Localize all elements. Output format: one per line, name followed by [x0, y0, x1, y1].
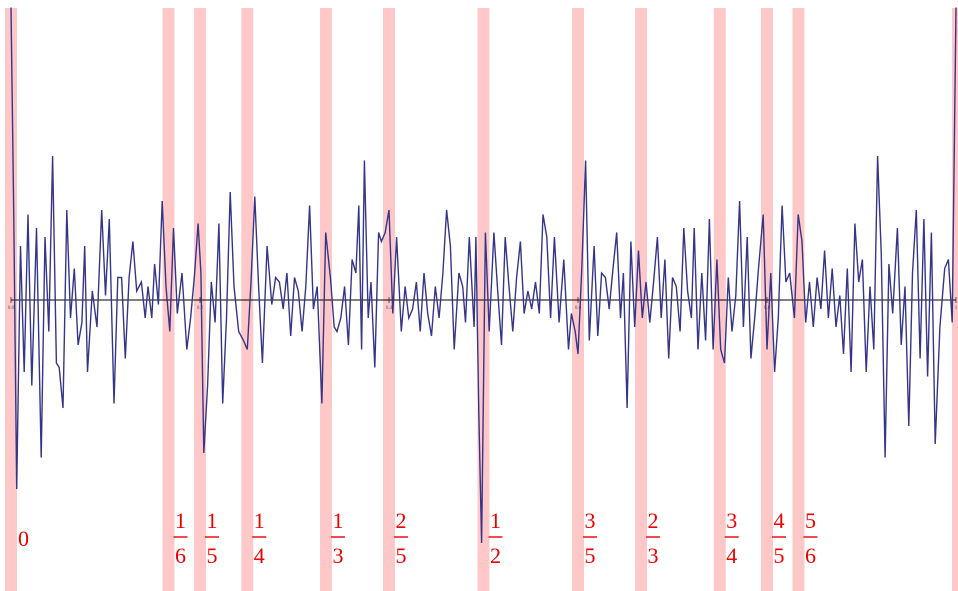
plot-area: [10, 7, 957, 544]
band-label-numerator: 3: [726, 508, 737, 533]
x-tick-label: 0.0: [8, 306, 15, 311]
band-label-numerator: 2: [396, 508, 407, 533]
band-label-denominator: 5: [396, 543, 407, 568]
band-label-denominator: 3: [332, 543, 343, 568]
band-label: 0: [18, 526, 29, 551]
band-label-denominator: 5: [774, 543, 785, 568]
band-label-numerator: 5: [805, 508, 816, 533]
band-label-denominator: 3: [648, 543, 659, 568]
band-label-numerator: 3: [585, 508, 596, 533]
band-label-denominator: 5: [207, 543, 218, 568]
band-label-denominator: 6: [175, 543, 186, 568]
band-label-numerator: 1: [175, 508, 186, 533]
band-label-denominator: 4: [726, 543, 737, 568]
band-label-numerator: 4: [774, 508, 785, 533]
band-label-numerator: 1: [490, 508, 501, 533]
x-tick-label: 0.8: [764, 306, 771, 311]
band-label-numerator: 1: [332, 508, 343, 533]
x-axis: 0.0 0.2 0.4 0.6 0.8 1: [8, 297, 958, 311]
x-tick-label: 0.4: [386, 306, 393, 311]
band-label-numerator: 2: [648, 508, 659, 533]
x-tick-label: 0.6: [575, 306, 582, 311]
band-label-denominator: 5: [585, 543, 596, 568]
band-label-denominator: 2: [490, 543, 501, 568]
x-tick-label: 1: [955, 306, 958, 311]
band-label-numerator: 1: [254, 508, 265, 533]
x-tick-label: 0.2: [197, 306, 204, 311]
band-label-denominator: 4: [254, 543, 265, 568]
band-label-numerator: 1: [207, 508, 218, 533]
band-label-denominator: 6: [805, 543, 816, 568]
series-line: [10, 7, 957, 544]
